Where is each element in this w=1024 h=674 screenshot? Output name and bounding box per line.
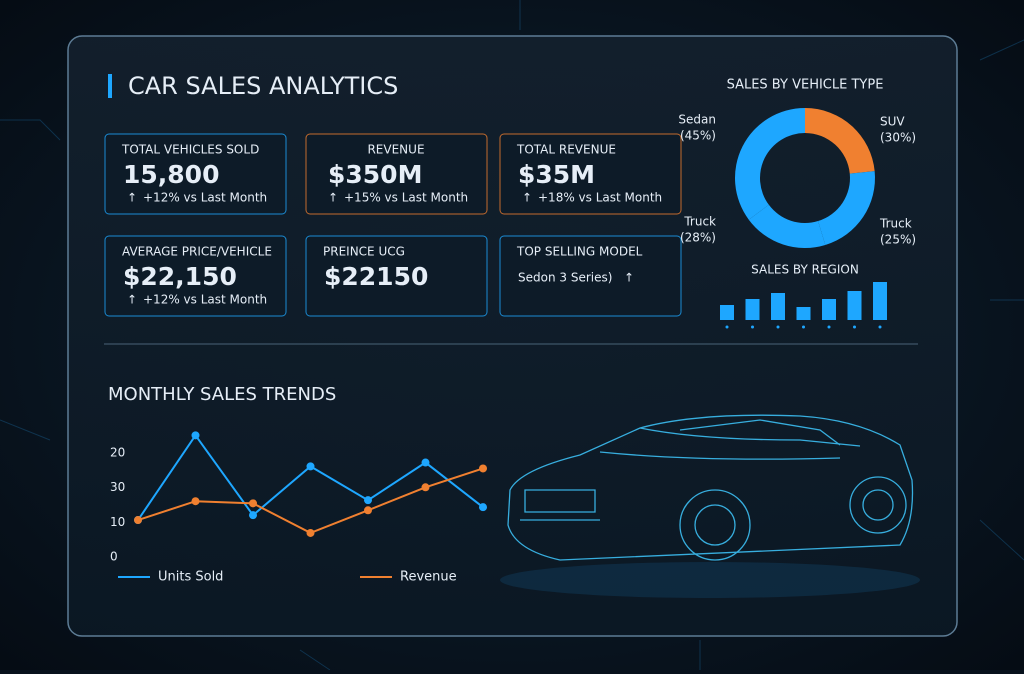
region-dot (725, 325, 729, 329)
kpi-value: $35M (518, 160, 595, 189)
donut-segment (735, 108, 805, 220)
kpi-card (305, 133, 488, 215)
kpi-value: $22150 (324, 262, 428, 291)
region-dot (802, 325, 805, 329)
region-dot (853, 325, 856, 329)
kpi-label: AVERAGE PRICE/VEHICLE (122, 245, 272, 259)
kpi-change: +18% vs Last Month (538, 191, 662, 205)
region-bar (771, 293, 785, 320)
donut-segment (748, 204, 826, 249)
trend-point (421, 483, 430, 492)
donut-percent: (45%) (680, 129, 716, 143)
kpi-arrow: ↑ (522, 191, 532, 205)
donut-label: Truck (879, 217, 912, 231)
trend-point (306, 528, 315, 537)
kpi-card (104, 133, 287, 215)
donut-segment (805, 108, 875, 174)
trend-point (191, 497, 200, 506)
trend-point (479, 503, 487, 512)
donut-percent: (28%) (680, 231, 716, 245)
kpi-label: TOTAL VEHICLES SOLD (121, 143, 259, 157)
kpi-arrow: ↑ (328, 191, 338, 205)
region-dot (878, 325, 882, 329)
trend-point (306, 462, 315, 471)
y-tick-label: 30 (110, 480, 125, 494)
region-bar (847, 291, 862, 320)
trend-point (421, 458, 430, 467)
donut-label: SUV (880, 115, 905, 129)
main-panel (67, 35, 958, 637)
kpi-label: REVENUE (367, 143, 424, 157)
y-tick-label: 0 (110, 550, 118, 564)
kpi-card (499, 235, 682, 317)
kpi-change: +12% vs Last Month (143, 293, 267, 307)
kpi-value: $350M (328, 160, 422, 189)
kpi-card (305, 235, 488, 317)
kpi-card (499, 133, 682, 215)
kpi-change: +15% vs Last Month (344, 191, 468, 205)
kpi-label: TOTAL REVENUE (516, 143, 616, 157)
region-bar (822, 299, 836, 320)
region-bar (796, 307, 811, 320)
trend-point (191, 431, 200, 440)
kpi-value: 15,800 (123, 160, 219, 189)
legend-label: Revenue (400, 570, 457, 585)
car-wireframe (507, 414, 914, 561)
donut-percent: (25%) (880, 233, 916, 247)
region-dot (776, 325, 780, 329)
kpi-change: +12% vs Last Month (143, 191, 267, 205)
kpi-arrow: ↑ (624, 271, 634, 285)
title-accent (108, 74, 112, 98)
trend-title: MONTHLY SALES TRENDS (108, 384, 336, 405)
kpi-arrow: ↑ (127, 293, 137, 307)
kpi-value: Sedon 3 Series) (518, 271, 612, 285)
donut-label: Sedan (678, 113, 716, 127)
page-title: CAR SALES ANALYTICS (128, 72, 398, 100)
trend-point (134, 516, 142, 525)
car-glow (500, 562, 920, 598)
legend-label: Units Sold (158, 570, 223, 585)
region-bar (873, 282, 887, 320)
kpi-label: PREINCE UCG (323, 245, 405, 259)
region-bar (745, 299, 760, 320)
trend-point (249, 499, 257, 508)
trend-point (249, 511, 257, 520)
region-title: SALES BY REGION (751, 263, 859, 277)
region-bar (720, 305, 734, 320)
donut-label: Truck (683, 215, 716, 229)
kpi-card (104, 235, 287, 317)
region-dot (827, 325, 831, 329)
donut-segment (818, 171, 875, 245)
trend-point (479, 464, 487, 473)
y-tick-label: 10 (110, 515, 125, 529)
kpi-label: TOP SELLING MODEL (516, 245, 643, 259)
y-tick-label: 20 (110, 446, 125, 460)
donut-percent: (30%) (880, 131, 916, 145)
donut-title: SALES BY VEHICLE TYPE (727, 78, 884, 93)
kpi-arrow: ↑ (127, 191, 137, 205)
trend-point (364, 506, 372, 515)
region-dot (751, 325, 754, 329)
kpi-value: $22,150 (123, 262, 237, 291)
trend-point (364, 496, 372, 505)
